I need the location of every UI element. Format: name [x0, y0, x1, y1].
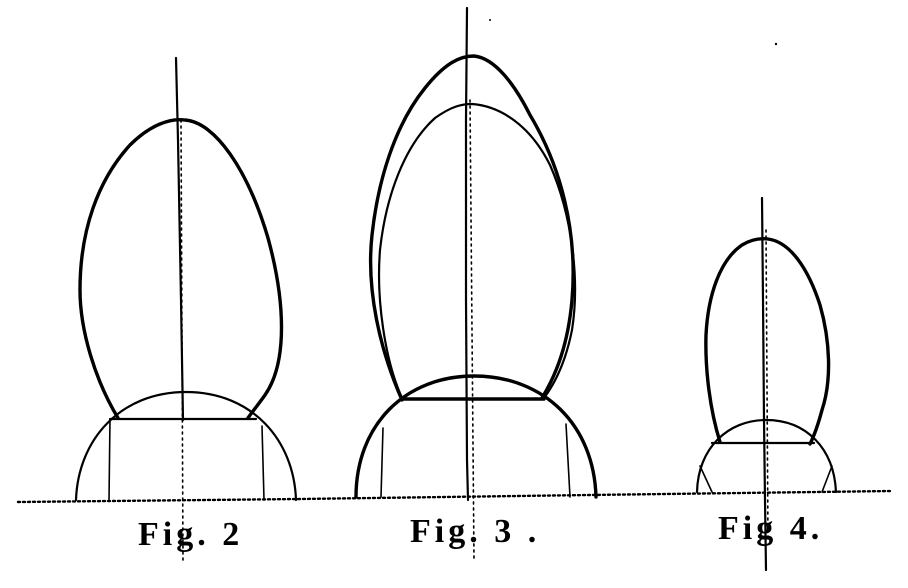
fig2-egg-outline: [78, 117, 284, 420]
fig2-left-vertical: [108, 418, 111, 501]
fig4-left-diagonal: [699, 465, 713, 493]
fig4-axis-dotted: [765, 229, 769, 541]
fig3-outer-egg: [368, 54, 575, 402]
print-speck: [489, 19, 491, 21]
fig2-axis-dotted: [180, 119, 184, 561]
print-speck: [774, 42, 778, 46]
fig4-egg-outline: [704, 236, 831, 446]
fig3-base-circle: [354, 374, 598, 499]
figure-4-drawing: [695, 196, 838, 572]
fig3-right-vertical: [565, 423, 571, 498]
fig3-left-vertical: [380, 427, 384, 498]
fig2-base-circle: [74, 390, 298, 502]
figure-2-drawing: [74, 56, 298, 561]
fig3-inner-egg: [377, 102, 577, 400]
fig-4-caption: Fig 4.: [718, 510, 824, 547]
fig-3-caption: Fig. 3 .: [410, 513, 541, 550]
fig4-right-diagonal: [821, 465, 833, 493]
figure-3-drawing: [354, 6, 598, 561]
fig2-right-vertical: [261, 425, 265, 501]
fig3-axis-dotted: [469, 99, 475, 561]
fig-2-caption: Fig. 2: [138, 516, 244, 553]
fig3-axis-solid: [464, 6, 470, 502]
fig4-base-circle: [695, 418, 838, 494]
ground-baseline: [16, 489, 894, 504]
